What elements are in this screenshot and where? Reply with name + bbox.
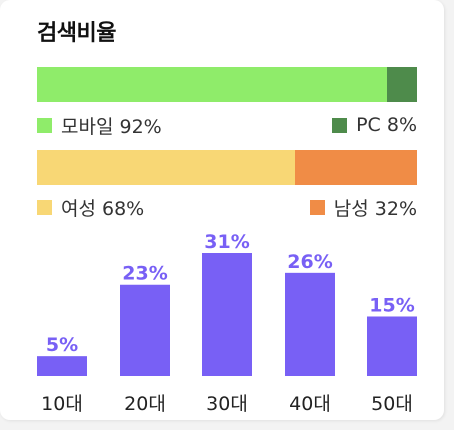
legend-mobile: 모바일 92% <box>37 113 162 138</box>
legend-pc: PC 8% <box>332 113 417 137</box>
legend-female: 여성 68% <box>37 195 145 220</box>
age-bar-20대 <box>120 284 170 376</box>
age-value-label: 31% <box>204 231 249 253</box>
age-category-label: 50대 <box>371 393 413 415</box>
male-label: 남성 32% <box>333 197 417 220</box>
search-ratio-card: 검색비율 모바일 92% PC 8% 여성 68% 남성 32% 5% 10대 23… <box>0 0 444 420</box>
age-value-label: 23% <box>122 263 167 285</box>
age-category-label: 30대 <box>206 393 248 415</box>
age-value-label: 5% <box>46 334 78 356</box>
gender-legend: 여성 68% 남성 32% <box>37 195 417 220</box>
male-swatch <box>309 199 325 215</box>
gender-ratio-bar <box>37 150 417 185</box>
age-bar-10대 <box>37 356 87 376</box>
pc-label: PC 8% <box>356 114 417 136</box>
pc-segment <box>386 67 417 102</box>
age-bar-30대 <box>202 253 252 376</box>
age-category-label: 10대 <box>41 393 83 415</box>
male-segment <box>295 150 417 185</box>
device-legend: 모바일 92% PC 8% <box>37 113 417 138</box>
mobile-label: 모바일 92% <box>61 115 162 138</box>
age-bar-50대 <box>367 316 417 376</box>
age-category-label: 20대 <box>124 393 166 415</box>
pc-swatch <box>332 117 348 133</box>
female-swatch <box>37 199 52 215</box>
age-bar-40대 <box>285 272 335 376</box>
mobile-segment <box>37 67 387 102</box>
legend-male: 남성 32% <box>309 195 417 220</box>
age-value-label: 26% <box>287 251 332 273</box>
device-ratio-bar <box>37 67 417 102</box>
mobile-swatch <box>37 117 52 133</box>
female-segment <box>37 150 296 185</box>
age-category-label: 40대 <box>289 393 331 415</box>
age-bar-chart: 5% 10대 23% 20대 31% 30대 26% 40대 15% 50대 <box>37 231 417 415</box>
age-value-label: 15% <box>369 294 414 316</box>
female-label: 여성 68% <box>61 197 145 220</box>
card-title: 검색비율 <box>37 21 116 46</box>
